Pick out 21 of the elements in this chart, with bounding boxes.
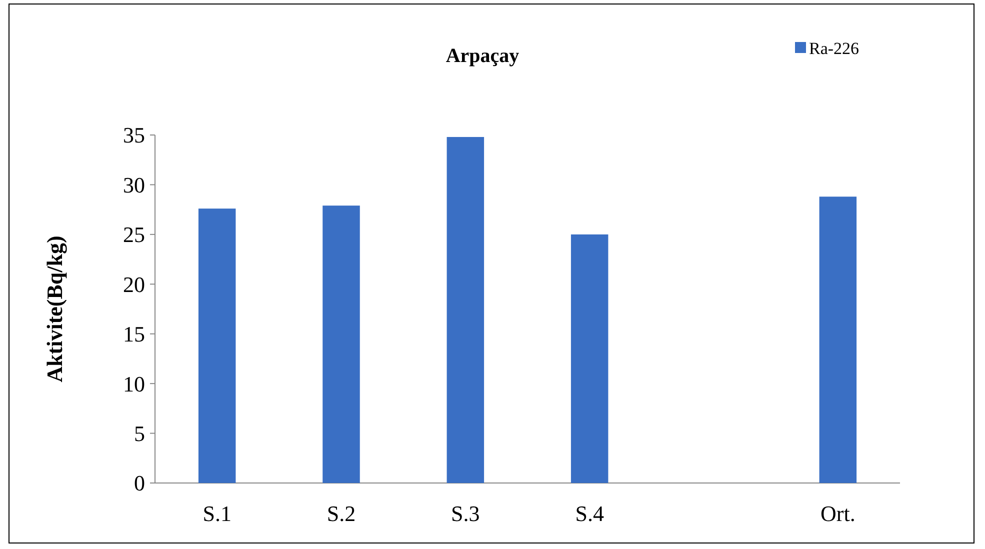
y-axis-title: Aktivite(Bq/kg): [42, 236, 67, 382]
y-tick-label: 35: [123, 122, 145, 148]
bar: [819, 196, 857, 483]
y-tick-label: 30: [123, 172, 145, 198]
y-tick-label: 10: [123, 371, 145, 396]
x-tick-label: S.1: [202, 501, 232, 526]
chart-title: Arpaçay: [446, 45, 520, 67]
y-tick-label: 20: [123, 272, 145, 297]
bar: [198, 208, 236, 483]
y-tick-label: 15: [123, 322, 145, 347]
y-tick-label: 5: [134, 420, 145, 446]
bar: [322, 206, 360, 483]
y-tick-label: 25: [123, 222, 145, 248]
x-tick-label: S.3: [451, 501, 480, 526]
bar: [570, 234, 608, 483]
y-tick-label: 0: [134, 470, 145, 496]
x-tick-label: S.2: [326, 501, 356, 526]
x-tick-label: Ort.: [820, 501, 856, 526]
bar: [446, 136, 484, 483]
legend-label: Ra-226: [809, 38, 860, 58]
x-tick-label: S.4: [575, 501, 604, 526]
